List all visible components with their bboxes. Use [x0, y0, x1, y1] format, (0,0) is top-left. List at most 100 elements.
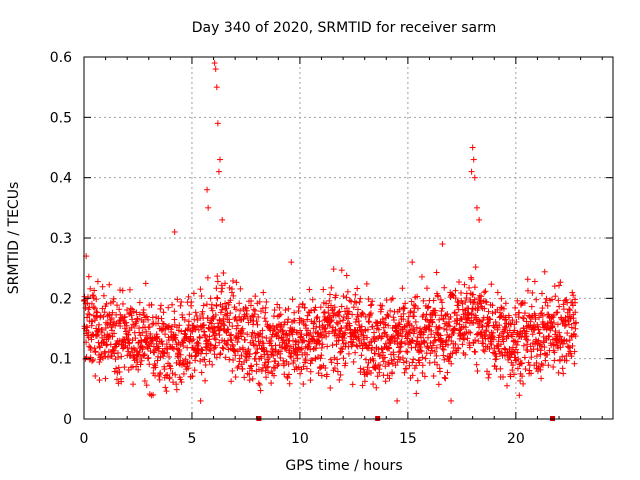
data-point — [500, 338, 507, 345]
data-point — [224, 341, 231, 348]
data-point — [417, 347, 424, 354]
data-point — [444, 310, 451, 317]
data-point — [544, 351, 551, 358]
data-point — [93, 308, 100, 315]
data-point — [554, 321, 561, 328]
data-point — [459, 341, 466, 348]
data-point — [110, 298, 117, 305]
data-point — [203, 350, 210, 357]
data-point — [335, 334, 342, 341]
data-point — [237, 307, 244, 314]
data-point — [490, 336, 497, 343]
data-point — [452, 287, 459, 294]
data-point — [181, 316, 188, 323]
data-point — [236, 355, 243, 362]
data-point — [336, 376, 343, 383]
data-point — [248, 333, 255, 340]
data-point — [204, 186, 211, 193]
data-point — [129, 316, 136, 323]
data-point — [338, 345, 345, 352]
data-point — [525, 359, 532, 366]
data-point — [309, 296, 316, 303]
data-point — [125, 339, 132, 346]
data-point — [245, 346, 252, 353]
data-point — [200, 321, 207, 328]
data-point — [203, 301, 210, 308]
data-point — [408, 322, 415, 329]
data-point — [409, 372, 416, 379]
data-point — [529, 331, 536, 338]
data-point — [212, 342, 219, 349]
data-point — [341, 329, 348, 336]
data-point — [343, 305, 350, 312]
data-point — [273, 332, 280, 339]
data-point — [481, 305, 488, 312]
data-point — [554, 309, 561, 316]
data-point — [141, 352, 148, 359]
data-point — [523, 328, 530, 335]
data-point — [465, 329, 472, 336]
data-point — [461, 281, 468, 288]
data-point — [449, 350, 456, 357]
data-point — [87, 346, 94, 353]
data-point — [455, 345, 462, 352]
data-point — [431, 348, 438, 355]
data-point — [436, 324, 443, 331]
data-point — [340, 355, 347, 362]
data-point — [571, 348, 578, 355]
data-point — [205, 340, 212, 347]
data-point — [332, 326, 339, 333]
data-point — [396, 349, 403, 356]
data-point — [360, 366, 367, 373]
data-point — [217, 351, 224, 358]
data-point — [190, 336, 197, 343]
data-point — [517, 377, 524, 384]
data-point — [285, 371, 292, 378]
data-point — [292, 338, 299, 345]
data-point — [331, 365, 338, 372]
data-point — [170, 346, 177, 353]
data-point — [384, 372, 391, 379]
data-point — [422, 355, 429, 362]
data-point — [328, 359, 335, 366]
data-point — [451, 326, 458, 333]
data-point — [176, 322, 183, 329]
data-point — [546, 333, 553, 340]
data-point — [149, 321, 156, 328]
data-point — [402, 300, 409, 307]
data-point — [532, 341, 539, 348]
data-point — [367, 310, 374, 317]
data-point — [458, 315, 465, 322]
data-point — [165, 322, 172, 329]
data-point — [177, 302, 184, 309]
data-point — [569, 289, 576, 296]
data-point — [92, 348, 99, 355]
data-point — [233, 333, 240, 340]
data-point — [283, 341, 290, 348]
data-point — [285, 361, 292, 368]
y-tick-label: 0.6 — [50, 50, 72, 66]
data-point — [535, 326, 542, 333]
data-point — [430, 297, 437, 304]
data-point — [202, 377, 209, 384]
data-point — [255, 313, 262, 320]
data-point — [253, 361, 260, 368]
data-point — [437, 368, 444, 375]
y-axis-label: SRMTID / TECUs — [6, 182, 22, 295]
data-point — [297, 346, 304, 353]
data-point — [570, 315, 577, 322]
data-point — [357, 365, 364, 372]
data-point — [337, 349, 344, 356]
data-point — [228, 337, 235, 344]
data-point — [259, 327, 266, 334]
data-point — [297, 370, 304, 377]
data-point — [126, 286, 133, 293]
data-point — [430, 338, 437, 345]
data-point — [126, 340, 133, 347]
data-point — [294, 355, 301, 362]
data-point — [399, 285, 406, 292]
data-point — [159, 320, 166, 327]
data-point — [133, 348, 140, 355]
data-point — [510, 371, 517, 378]
data-point — [114, 302, 121, 309]
